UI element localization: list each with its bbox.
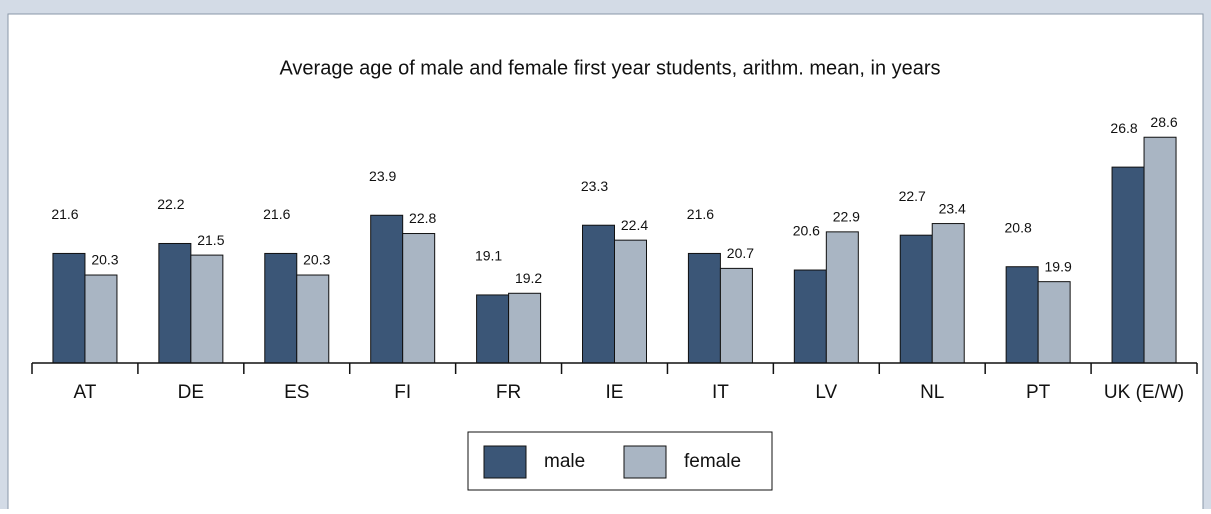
value-label: 20.7 <box>727 245 754 261</box>
bar <box>582 224 615 364</box>
value-label: 19.1 <box>475 248 502 264</box>
value-label: 21.6 <box>687 206 714 222</box>
bar <box>296 274 330 364</box>
value-label: 22.8 <box>409 210 436 226</box>
legend-label: female <box>684 451 741 472</box>
bar <box>264 252 298 364</box>
bar <box>508 292 542 364</box>
bar <box>687 252 721 364</box>
legend-swatch <box>483 445 527 479</box>
x-tick-label: LV <box>815 382 837 403</box>
x-tick-label: NL <box>920 382 944 403</box>
value-label: 21.5 <box>197 232 224 248</box>
value-label: 28.6 <box>1150 114 1177 130</box>
bar <box>84 274 118 364</box>
bar <box>825 231 859 364</box>
bar <box>1005 266 1039 364</box>
bar <box>931 223 965 364</box>
chart-title: Average age of male and female first yea… <box>279 57 940 79</box>
x-tick-label: FI <box>394 382 411 403</box>
bar <box>190 254 224 364</box>
x-tick-label: PT <box>1026 382 1051 403</box>
x-tick-label: DE <box>178 382 204 403</box>
value-label: 22.4 <box>621 217 648 233</box>
value-label: 22.7 <box>899 188 926 204</box>
x-tick-label: AT <box>74 382 97 403</box>
value-label: 21.6 <box>263 206 290 222</box>
bar <box>1037 281 1071 364</box>
value-label: 23.4 <box>939 200 966 216</box>
bar <box>899 234 933 364</box>
bar <box>793 269 827 364</box>
x-tick-label: IT <box>712 382 729 403</box>
legend-label: male <box>544 451 585 472</box>
value-label: 20.3 <box>91 252 118 268</box>
value-label: 20.6 <box>793 223 820 239</box>
x-tick-label: FR <box>496 382 521 403</box>
x-tick-label: UK (E/W) <box>1104 382 1184 403</box>
bar <box>158 242 192 364</box>
bar <box>719 267 753 364</box>
value-label: 20.8 <box>1005 219 1032 235</box>
bar <box>1111 166 1145 364</box>
value-label: 21.6 <box>51 206 78 222</box>
bar <box>52 252 86 364</box>
value-label: 26.8 <box>1110 120 1137 136</box>
value-label: 23.9 <box>369 168 396 184</box>
value-label: 22.2 <box>157 196 184 212</box>
x-tick-label: IE <box>606 382 624 403</box>
value-label: 22.9 <box>833 209 860 225</box>
value-label: 19.2 <box>515 270 542 286</box>
bar <box>370 214 404 364</box>
bar <box>1143 136 1177 364</box>
bar <box>402 233 436 364</box>
value-label: 23.3 <box>581 178 608 194</box>
bar <box>614 239 647 364</box>
legend-swatch <box>623 445 667 479</box>
value-label: 19.9 <box>1045 258 1072 274</box>
bar <box>476 294 510 364</box>
x-tick-label: ES <box>284 382 309 403</box>
value-label: 20.3 <box>303 252 330 268</box>
